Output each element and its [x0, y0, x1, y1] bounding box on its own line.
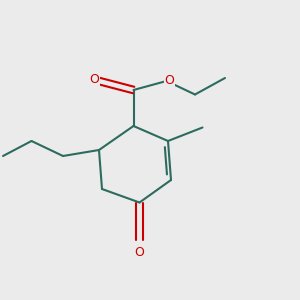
Text: O: O — [165, 74, 174, 88]
Text: O: O — [90, 73, 99, 86]
Text: O: O — [135, 246, 144, 259]
